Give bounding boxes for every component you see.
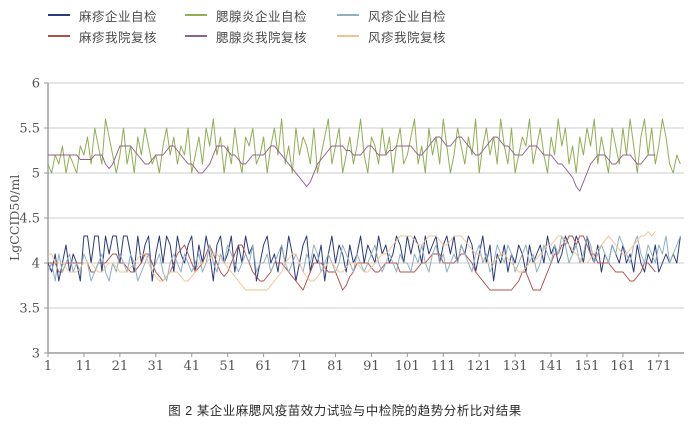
x-tick-label: 121 [467, 359, 492, 374]
y-tick-label: 4 [32, 257, 40, 272]
series-line-风疹我院复核 [48, 231, 656, 291]
x-tick-label: 171 [646, 359, 671, 374]
legend-item: 麻疹我院复核 [48, 26, 185, 46]
x-tick-label: 161 [611, 359, 636, 374]
series-line-腮腺炎我院复核 [48, 136, 656, 192]
y-tick-label: 3 [32, 347, 40, 362]
x-tick-label: 81 [327, 359, 344, 374]
legend-item: 腮腺炎企业自检 [185, 5, 337, 25]
x-tick-label: 21 [112, 359, 129, 374]
legend-swatch [48, 14, 70, 16]
figure-caption: 图 2 某企业麻腮风疫苗效力试验与中检院的趋势分析比对结果 [168, 404, 522, 418]
legend-label: 腮腺炎企业自检 [216, 9, 308, 24]
legend-label: 风疹企业自检 [368, 9, 447, 24]
y-tick-label: 6 [32, 77, 40, 92]
legend-item: 腮腺炎我院复核 [185, 26, 337, 46]
legend-swatch [48, 35, 70, 37]
legend-item: 风疹我院复核 [337, 26, 487, 46]
legend-swatch [185, 14, 207, 16]
x-tick-label: 11 [76, 359, 93, 374]
legend-label: 风疹我院复核 [368, 30, 447, 45]
x-tick-label: 141 [539, 359, 564, 374]
legend-swatch [337, 14, 359, 16]
x-tick-label: 111 [431, 359, 456, 374]
x-tick-label: 61 [255, 359, 272, 374]
x-tick-label: 101 [395, 359, 420, 374]
line-chart: 33.544.555.561 11 21 31 41 51 61 71 81 91 101 111 12… [19, 77, 684, 374]
y-tick-label: 4.5 [19, 212, 40, 227]
legend-item: 风疹企业自检 [337, 5, 487, 25]
series-line-腮腺炎企业自检 [47, 118, 681, 174]
x-tick-label: 71 [291, 359, 308, 374]
legend-item: 麻疹企业自检 [48, 5, 185, 25]
legend-swatch [337, 35, 359, 37]
x-tick-label: 41 [183, 359, 200, 374]
legend-label: 麻疹企业自检 [79, 9, 158, 24]
x-tick-label: 51 [219, 359, 236, 374]
legend-swatch [185, 35, 207, 37]
x-tick-label: 31 [148, 359, 165, 374]
y-tick-label: 3.5 [19, 302, 40, 317]
x-tick-label: 91 [363, 359, 380, 374]
legend-label: 麻疹我院复核 [79, 30, 158, 45]
x-tick-label: 1 [44, 359, 52, 374]
y-tick-label: 5 [32, 167, 40, 182]
x-tick-label: 151 [575, 359, 600, 374]
x-tick-label: 131 [503, 359, 528, 374]
y-tick-label: 5.5 [19, 122, 40, 137]
legend-label: 腮腺炎我院复核 [216, 30, 308, 45]
chart-legend: 麻疹企业自检 麻疹我院复核 腮腺炎企业自检 腮腺炎我院复核 风疹企业自检 风疹我院复核 [48, 5, 487, 46]
